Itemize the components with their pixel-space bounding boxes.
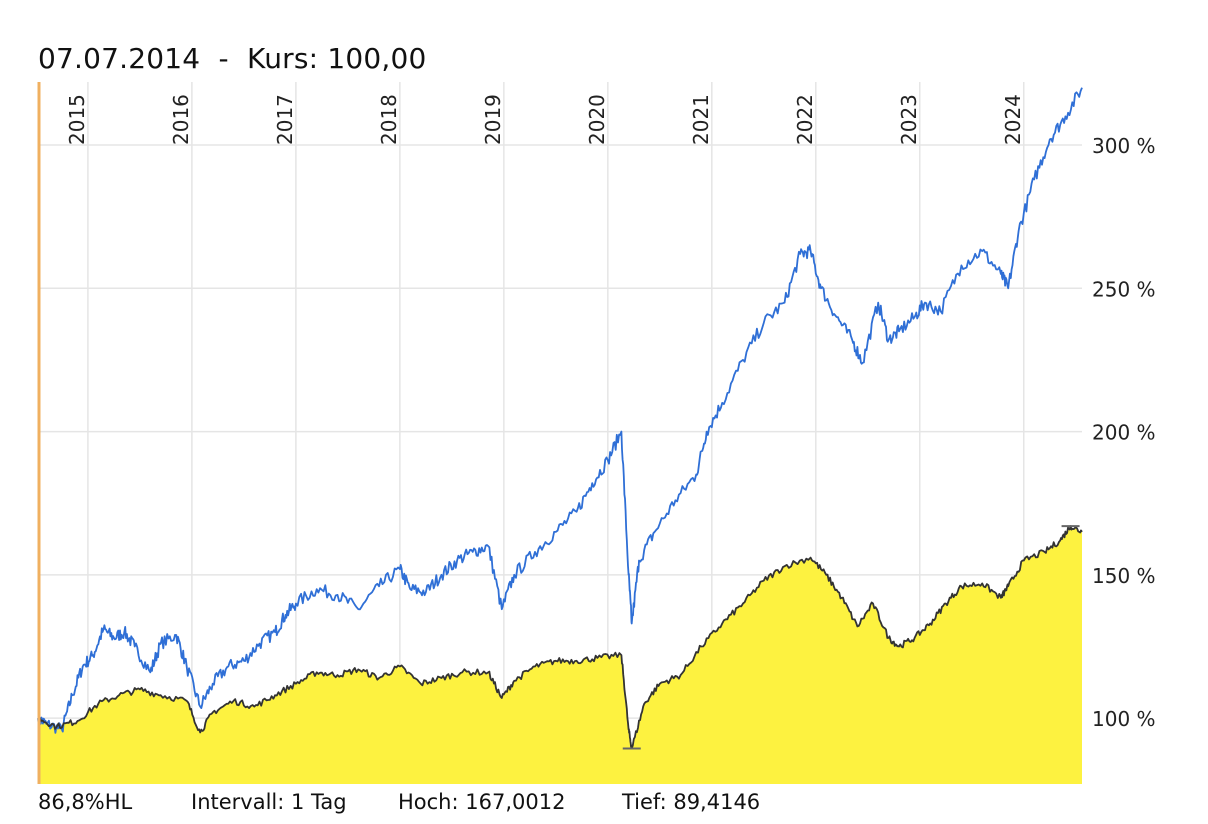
area-fill (38, 526, 1082, 784)
x-tick-label: 2015 (65, 94, 89, 145)
area-outline (37, 525, 1083, 750)
footer-interval: Intervall: 1 Tag (191, 790, 347, 814)
footer-high: Hoch: 167,0012 (398, 790, 566, 814)
x-tick-label: 2018 (377, 94, 401, 145)
x-tick-label: 2017 (273, 94, 297, 145)
x-tick-label: 2019 (481, 94, 505, 145)
header-separator: - (218, 42, 229, 75)
y-tick-label: 250 % (1092, 277, 1156, 301)
line-series (37, 87, 1083, 750)
footer-range: 86,8%HL (38, 790, 133, 814)
x-axis-labels: 2015 2016 2017 2018 2019 2020 2021 2022 2023 2024 (65, 94, 1025, 145)
y-tick-label: 150 % (1092, 564, 1156, 588)
footer-low: Tief: 89,4146 (622, 790, 761, 814)
y-axis-labels: 100 % 150 % 200 % 250 % 300 % (1092, 134, 1156, 731)
chart-markers (37, 82, 1080, 784)
x-tick-label: 2016 (169, 94, 193, 145)
x-tick-label: 2020 (585, 94, 609, 145)
area-series (38, 526, 1082, 784)
y-tick-label: 300 % (1092, 134, 1156, 158)
chart-header: 07.07.2014 - Kurs: 100,00 (38, 42, 427, 75)
series-line (37, 87, 1083, 734)
x-tick-label: 2022 (793, 94, 817, 145)
x-tick-label: 2024 (1001, 94, 1025, 145)
header-price: Kurs: 100,00 (247, 42, 427, 75)
y-tick-label: 100 % (1092, 707, 1156, 731)
y-tick-label: 200 % (1092, 421, 1156, 445)
x-tick-label: 2023 (897, 94, 921, 145)
x-tick-label: 2021 (689, 94, 713, 145)
header-date: 07.07.2014 (38, 42, 201, 75)
